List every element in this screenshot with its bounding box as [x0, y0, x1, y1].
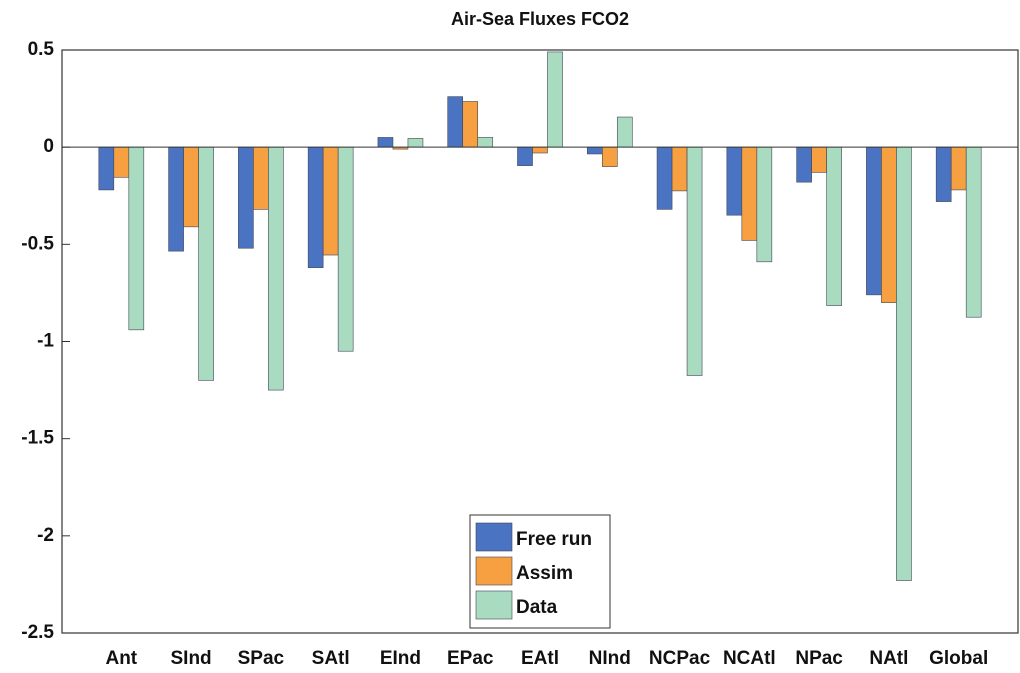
bar — [896, 146, 912, 581]
bar — [671, 146, 688, 192]
x-tick-label: NCAtl — [723, 648, 776, 669]
bar — [811, 146, 827, 173]
x-tick-label: EInd — [380, 648, 421, 669]
bar — [965, 146, 982, 318]
bar — [517, 146, 533, 166]
bar — [547, 51, 563, 148]
bar — [532, 146, 548, 154]
legend-label: Data — [516, 597, 558, 618]
y-tick-label: -0.5 — [21, 233, 54, 254]
bar — [198, 146, 214, 381]
bar — [407, 138, 424, 148]
x-tick-label: Global — [929, 648, 988, 669]
bar — [616, 116, 633, 148]
legend-swatch — [475, 522, 513, 552]
x-tick-label: SAtl — [312, 648, 350, 669]
y-tick-label: -2.5 — [21, 622, 54, 643]
bar — [796, 146, 812, 183]
bar — [741, 146, 758, 241]
bar — [935, 146, 952, 202]
bar — [756, 146, 773, 263]
bar — [337, 146, 354, 352]
bar — [477, 137, 494, 148]
bar — [307, 146, 324, 268]
bar — [726, 146, 743, 216]
x-tick-label: SPac — [238, 648, 285, 669]
bar — [183, 146, 199, 228]
bar — [322, 146, 339, 256]
legend: Free run Assim Data — [469, 514, 611, 629]
legend-label: Free run — [516, 529, 592, 550]
bar — [586, 146, 603, 155]
bar — [377, 137, 394, 148]
bar — [462, 101, 479, 148]
bar — [950, 146, 967, 191]
bar — [686, 146, 703, 376]
x-tick-label: NPac — [795, 648, 843, 669]
chart-title: Air-Sea Fluxes FCO2 — [451, 9, 629, 29]
bar — [238, 146, 254, 249]
legend-swatch — [475, 590, 513, 620]
legend-label: Assim — [516, 563, 573, 584]
x-tick-label: NInd — [589, 648, 631, 669]
bar — [98, 146, 115, 191]
bar — [881, 146, 897, 303]
x-tick-label: Ant — [105, 648, 137, 669]
x-tick-label: EPac — [447, 648, 494, 669]
bar — [866, 146, 882, 296]
y-tick-label: 0.5 — [28, 39, 55, 60]
y-tick-label: -1.5 — [21, 428, 54, 449]
x-tick-label: NCPac — [649, 648, 711, 669]
legend-swatch — [475, 556, 513, 586]
x-tick-label: SInd — [171, 648, 212, 669]
bar — [168, 146, 184, 252]
y-tick-label: 0 — [43, 136, 54, 157]
axes-box — [61, 49, 1019, 634]
bar — [253, 146, 269, 210]
bar — [268, 146, 284, 391]
x-tick-label: EAtl — [521, 648, 559, 669]
bar — [447, 96, 464, 148]
y-tick-label: -1 — [37, 331, 54, 352]
x-tick-label: NAtl — [869, 648, 908, 669]
y-tick-label: -2 — [37, 525, 54, 546]
bar — [113, 146, 130, 178]
bar — [826, 146, 842, 306]
bar — [601, 146, 618, 167]
bar — [128, 146, 145, 331]
bar — [656, 146, 673, 210]
